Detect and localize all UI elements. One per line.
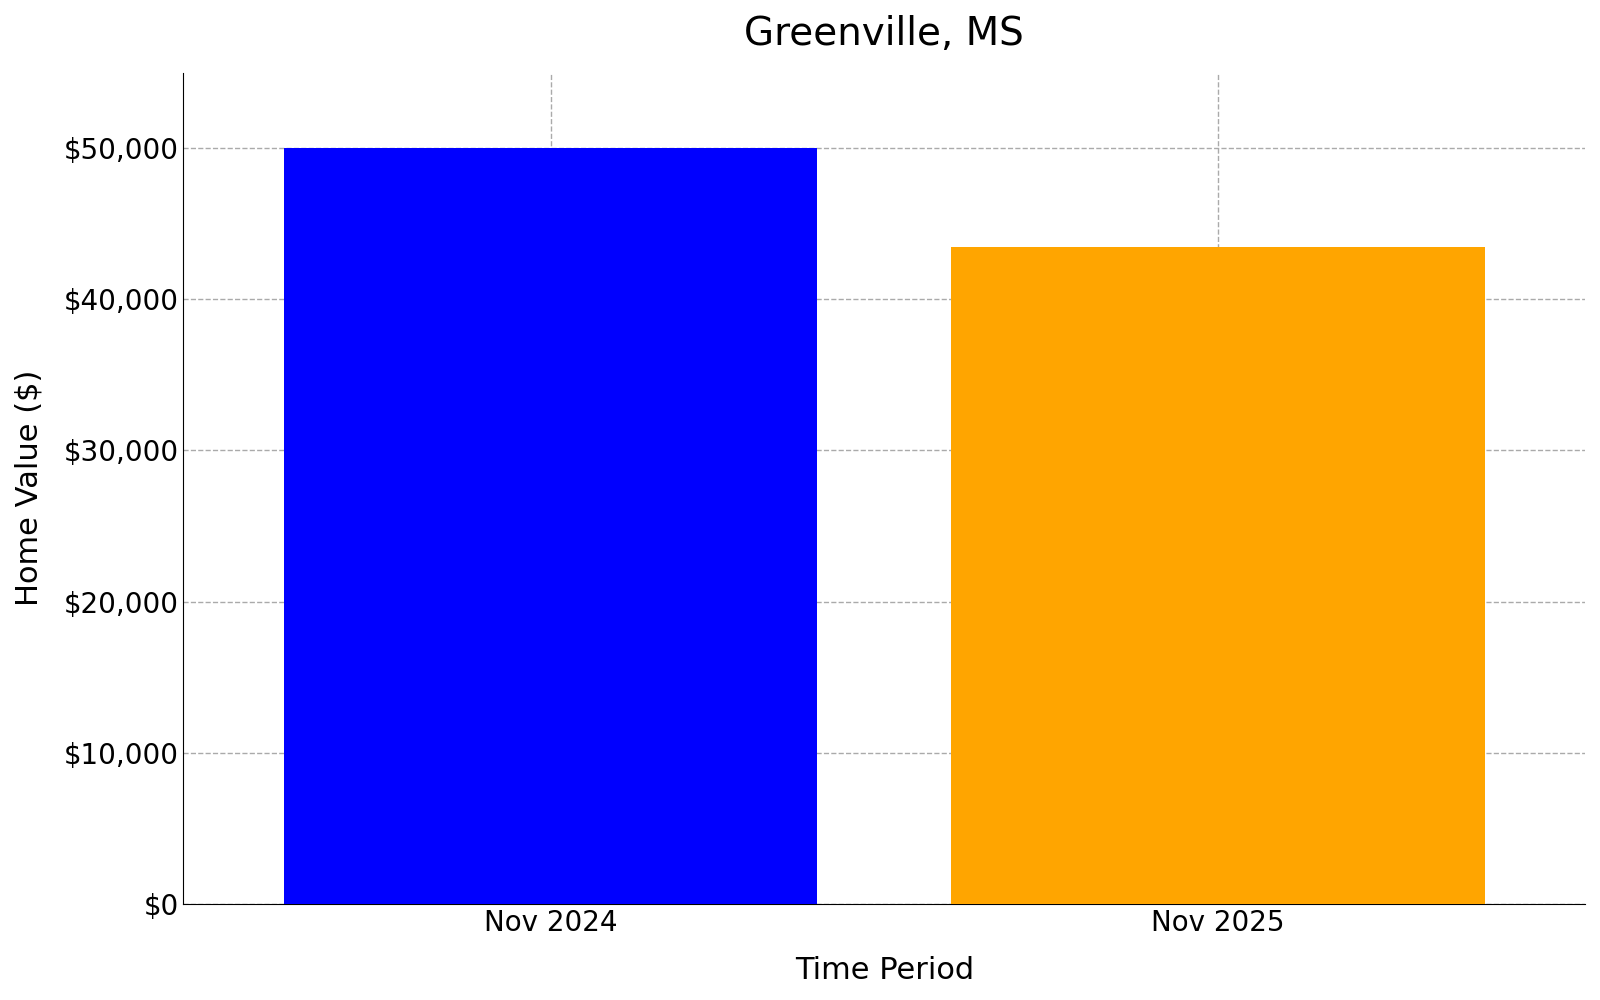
X-axis label: Time Period: Time Period — [795, 956, 974, 985]
Title: Greenville, MS: Greenville, MS — [744, 15, 1024, 53]
Y-axis label: Home Value ($): Home Value ($) — [14, 370, 43, 606]
Bar — [950, 247, 1485, 904]
Bar — [283, 148, 818, 904]
